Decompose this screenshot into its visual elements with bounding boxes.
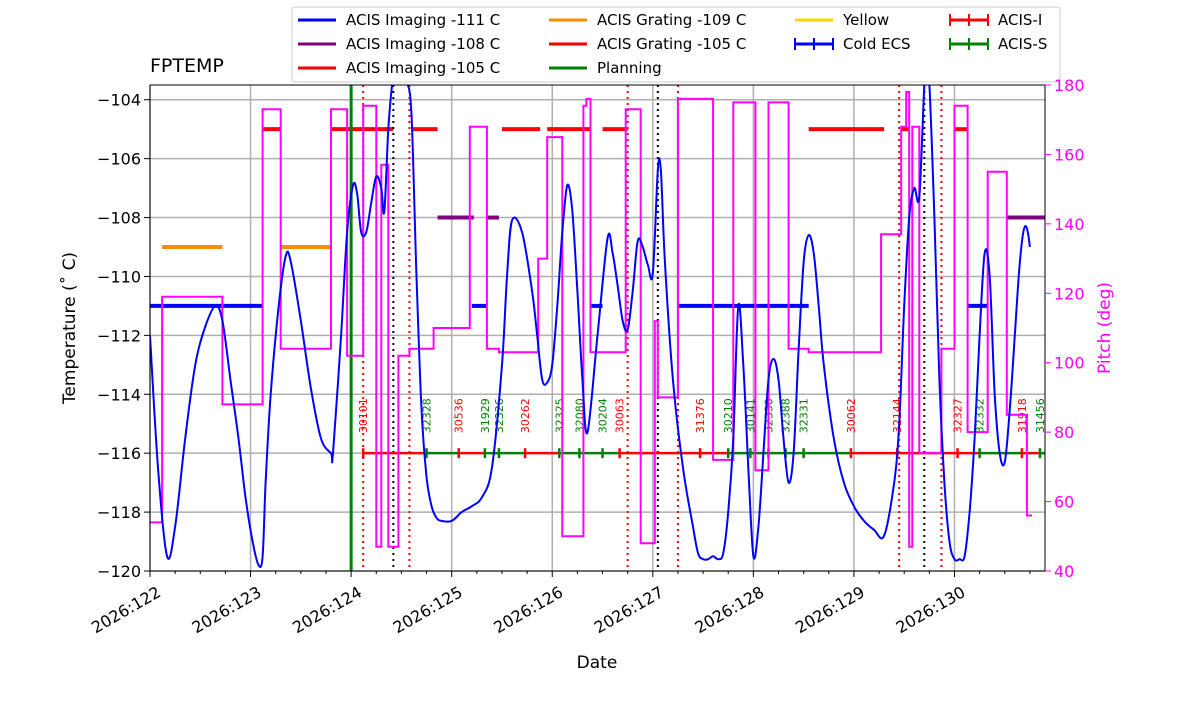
y-tick-label: −118 bbox=[97, 503, 141, 522]
temperature-series-line bbox=[150, 85, 1031, 569]
y-axis-label: Temperature (˚ C) bbox=[59, 252, 80, 405]
legend-label: ACIS Grating -105 C bbox=[597, 35, 746, 53]
obsid-label: 30536 bbox=[453, 398, 466, 433]
y-axis-left: −104 −106 −108 −110 −112 −114 −116 −118 −120 bbox=[97, 91, 150, 581]
chart-title: FPTEMP bbox=[150, 55, 224, 77]
obsid-timeline: 30101 32328 30536 31929 32326 30262 32325 32080… bbox=[357, 398, 1047, 459]
y2-tick-label: 80 bbox=[1054, 423, 1074, 442]
legend-label: ACIS Imaging -105 C bbox=[346, 59, 500, 77]
obsid-label: 30141 bbox=[744, 398, 757, 433]
legend: ACIS Imaging -111 C ACIS Imaging -108 C AC… bbox=[291, 6, 1061, 83]
y2-tick-label: 120 bbox=[1054, 284, 1085, 303]
legend-label: Yellow bbox=[842, 11, 889, 29]
y2-tick-label: 180 bbox=[1054, 76, 1085, 95]
y-tick-label: −112 bbox=[97, 326, 141, 345]
legend-label: ACIS-I bbox=[998, 11, 1042, 29]
obsid-label: 30210 bbox=[722, 398, 735, 433]
obsid-label: 30062 bbox=[845, 398, 858, 433]
legend-label: ACIS Imaging -111 C bbox=[346, 11, 500, 29]
y-tick-label: −104 bbox=[97, 91, 141, 110]
obsid-label: 32144 bbox=[891, 398, 904, 433]
y-axis-right: 180 160 140 120 100 80 60 40 bbox=[1045, 76, 1085, 581]
vertical-markers bbox=[349, 85, 943, 571]
legend-label: ACIS-S bbox=[998, 35, 1047, 53]
obsid-label: 32331 bbox=[798, 398, 811, 433]
y2-tick-label: 140 bbox=[1054, 215, 1085, 234]
legend-label: Planning bbox=[597, 59, 662, 77]
legend-label: ACIS Grating -109 C bbox=[597, 11, 746, 29]
obsid-label: 30262 bbox=[519, 398, 532, 433]
obsid-label: 30204 bbox=[597, 398, 610, 433]
obsid-label: 31929 bbox=[479, 398, 492, 433]
y-tick-label: −106 bbox=[97, 150, 141, 169]
obsid-label: 32325 bbox=[553, 398, 566, 433]
y-tick-label: −108 bbox=[97, 209, 141, 228]
y2-tick-label: 40 bbox=[1054, 562, 1074, 581]
obsid-label: 32327 bbox=[952, 398, 965, 433]
y2-tick-label: 160 bbox=[1054, 145, 1085, 164]
legend-label: Cold ECS bbox=[843, 35, 911, 53]
obsid-label: 31376 bbox=[694, 398, 707, 433]
y2-axis-label: Pitch (deg) bbox=[1095, 282, 1115, 374]
obsid-label: 31456 bbox=[1034, 398, 1047, 433]
legend-items: ACIS Imaging -111 C ACIS Imaging -108 C AC… bbox=[298, 11, 1047, 77]
obsid-label: 30063 bbox=[614, 398, 627, 433]
y-tick-label: −114 bbox=[97, 385, 141, 404]
y2-tick-label: 100 bbox=[1054, 354, 1085, 373]
plot-area: 30101 32328 30536 31929 32326 30262 32325 32080… bbox=[149, 84, 1047, 572]
obsid-label: 32328 bbox=[421, 398, 434, 433]
plot-frame bbox=[149, 84, 1046, 572]
y2-tick-label: 60 bbox=[1054, 493, 1074, 512]
y-tick-label: −110 bbox=[97, 267, 141, 286]
pitch-series-line bbox=[150, 90, 1032, 548]
obsid-label: 30101 bbox=[357, 398, 370, 433]
legend-frame bbox=[291, 6, 1061, 83]
y-tick-label: −120 bbox=[97, 562, 141, 581]
y-tick-label: −116 bbox=[97, 444, 141, 463]
temp-limit-segments bbox=[150, 127, 1045, 308]
x-axis-label: Date bbox=[577, 653, 618, 673]
legend-label: ACIS Imaging -108 C bbox=[346, 35, 500, 53]
